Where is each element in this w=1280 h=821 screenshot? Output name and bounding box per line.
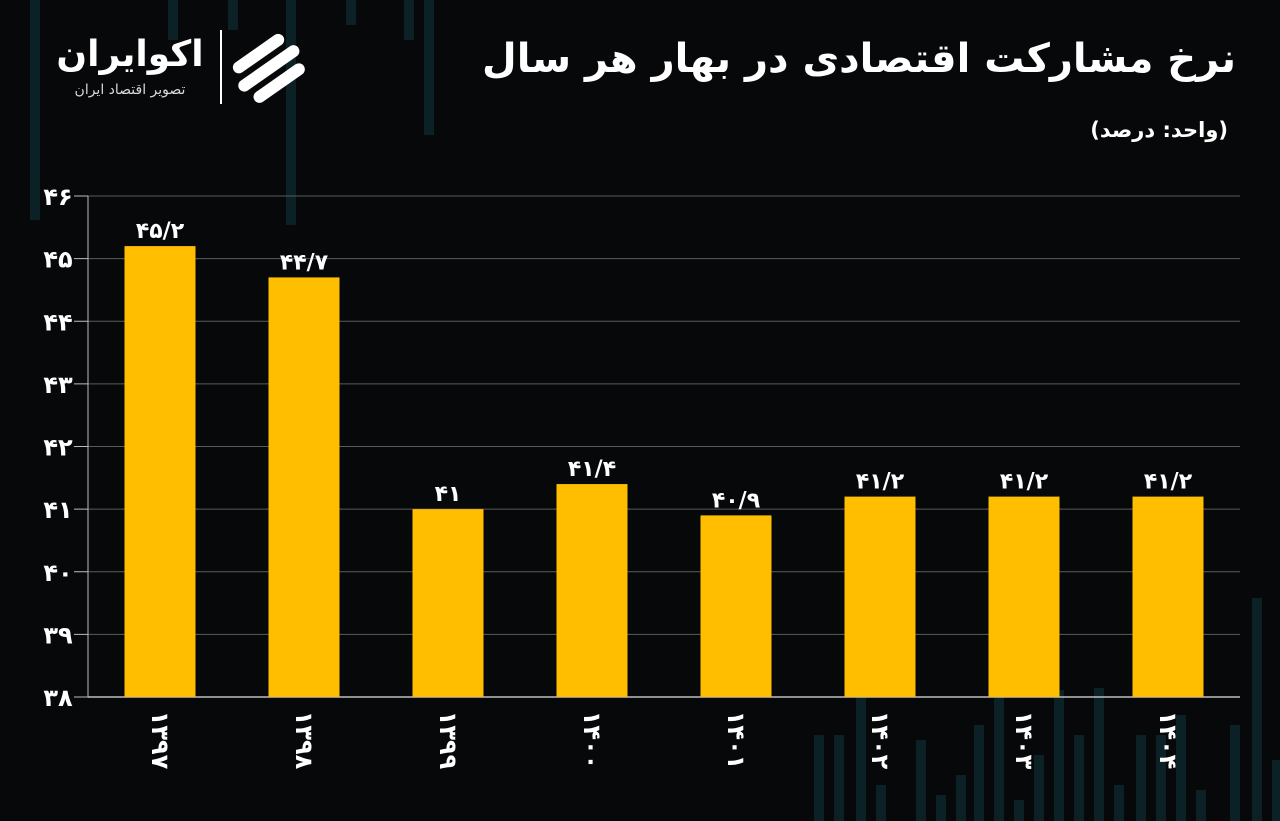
decoration-stick [1014, 800, 1024, 821]
x-category-label: ۱۴۰۴ [1154, 711, 1182, 770]
bar-value-label: ۴۱ [435, 482, 462, 507]
decoration-stick [228, 0, 238, 30]
bar-value-label: ۴۱/۴ [568, 457, 616, 482]
bar-value-label: ۴۱/۲ [1144, 470, 1193, 495]
decoration-stick [1114, 785, 1124, 821]
y-tick-label: ۴۳ [43, 371, 73, 399]
y-tick-label: ۴۰ [43, 559, 72, 587]
decoration-stick [1034, 755, 1044, 821]
brand-tagline: تصویر اقتصاد ایران [74, 82, 186, 98]
decoration-stick [1176, 715, 1186, 821]
y-tick-label: ۴۵ [43, 246, 72, 274]
bar-value-label: ۴۰/۹ [712, 488, 760, 513]
brand-separator [220, 30, 222, 104]
bar-value-label: ۴۱/۲ [856, 470, 905, 495]
bar [556, 484, 628, 697]
bar [268, 277, 340, 697]
decoration-stick [1196, 790, 1206, 821]
y-tick-label: ۴۶ [43, 183, 72, 211]
decoration-stick [286, 0, 296, 225]
bar [124, 246, 196, 697]
chart-title: نرخ مشارکت اقتصادی در بهار هر سال [482, 36, 1236, 82]
x-category-label: ۱۳۹۷ [146, 711, 174, 770]
decoration-stick [1054, 690, 1064, 821]
decoration-stick [1272, 760, 1280, 821]
decoration-stick [404, 0, 414, 40]
decoration-stick [1156, 735, 1166, 821]
decoration-stick [1230, 725, 1240, 821]
decoration-stick [168, 0, 178, 40]
bar [1132, 496, 1204, 697]
decoration-stick [916, 740, 926, 821]
decoration-stick [346, 0, 356, 25]
decoration-stick [1136, 735, 1146, 821]
decoration-stick [814, 735, 824, 821]
bar [412, 509, 484, 697]
y-tick-label: ۴۲ [43, 434, 73, 462]
unit-label: (واحد: درصد) [1090, 118, 1228, 142]
decoration-stick [834, 735, 844, 821]
y-tick-label: ۳۹ [43, 621, 73, 649]
bar-value-label: ۴۴/۷ [280, 250, 329, 275]
bar [988, 496, 1060, 697]
x-category-label: ۱۳۹۸ [290, 711, 318, 770]
bar-value-label: ۴۵/۲ [136, 219, 185, 244]
y-tick-label: ۴۴ [43, 308, 72, 336]
y-tick-label: ۳۸ [43, 684, 73, 712]
decoration-stick [936, 795, 946, 821]
decoration-stick [1252, 598, 1262, 821]
decoration-stick [876, 785, 886, 821]
decoration-stick [30, 0, 40, 220]
x-category-label: ۱۳۹۹ [434, 711, 462, 770]
decoration-stick [994, 690, 1004, 821]
decoration-stick [856, 690, 866, 821]
brand-name: اکوایران [56, 34, 204, 75]
y-tick-label: ۴۱ [43, 496, 72, 524]
bar [844, 496, 916, 697]
x-category-label: ۱۴۰۰ [578, 711, 606, 770]
bar-value-label: ۴۱/۲ [1000, 470, 1049, 495]
x-category-label: ۱۴۰۳ [1010, 711, 1038, 770]
decoration-stick [956, 775, 966, 821]
ecoiran-logo-icon [232, 33, 305, 103]
x-category-label: ۱۴۰۲ [866, 711, 894, 770]
decoration-stick [1094, 688, 1104, 821]
bar [700, 515, 772, 697]
decoration-stick [974, 725, 984, 821]
decoration-stick [1074, 735, 1084, 821]
decoration-stick [424, 0, 434, 135]
x-category-label: ۱۴۰۱ [722, 711, 750, 770]
